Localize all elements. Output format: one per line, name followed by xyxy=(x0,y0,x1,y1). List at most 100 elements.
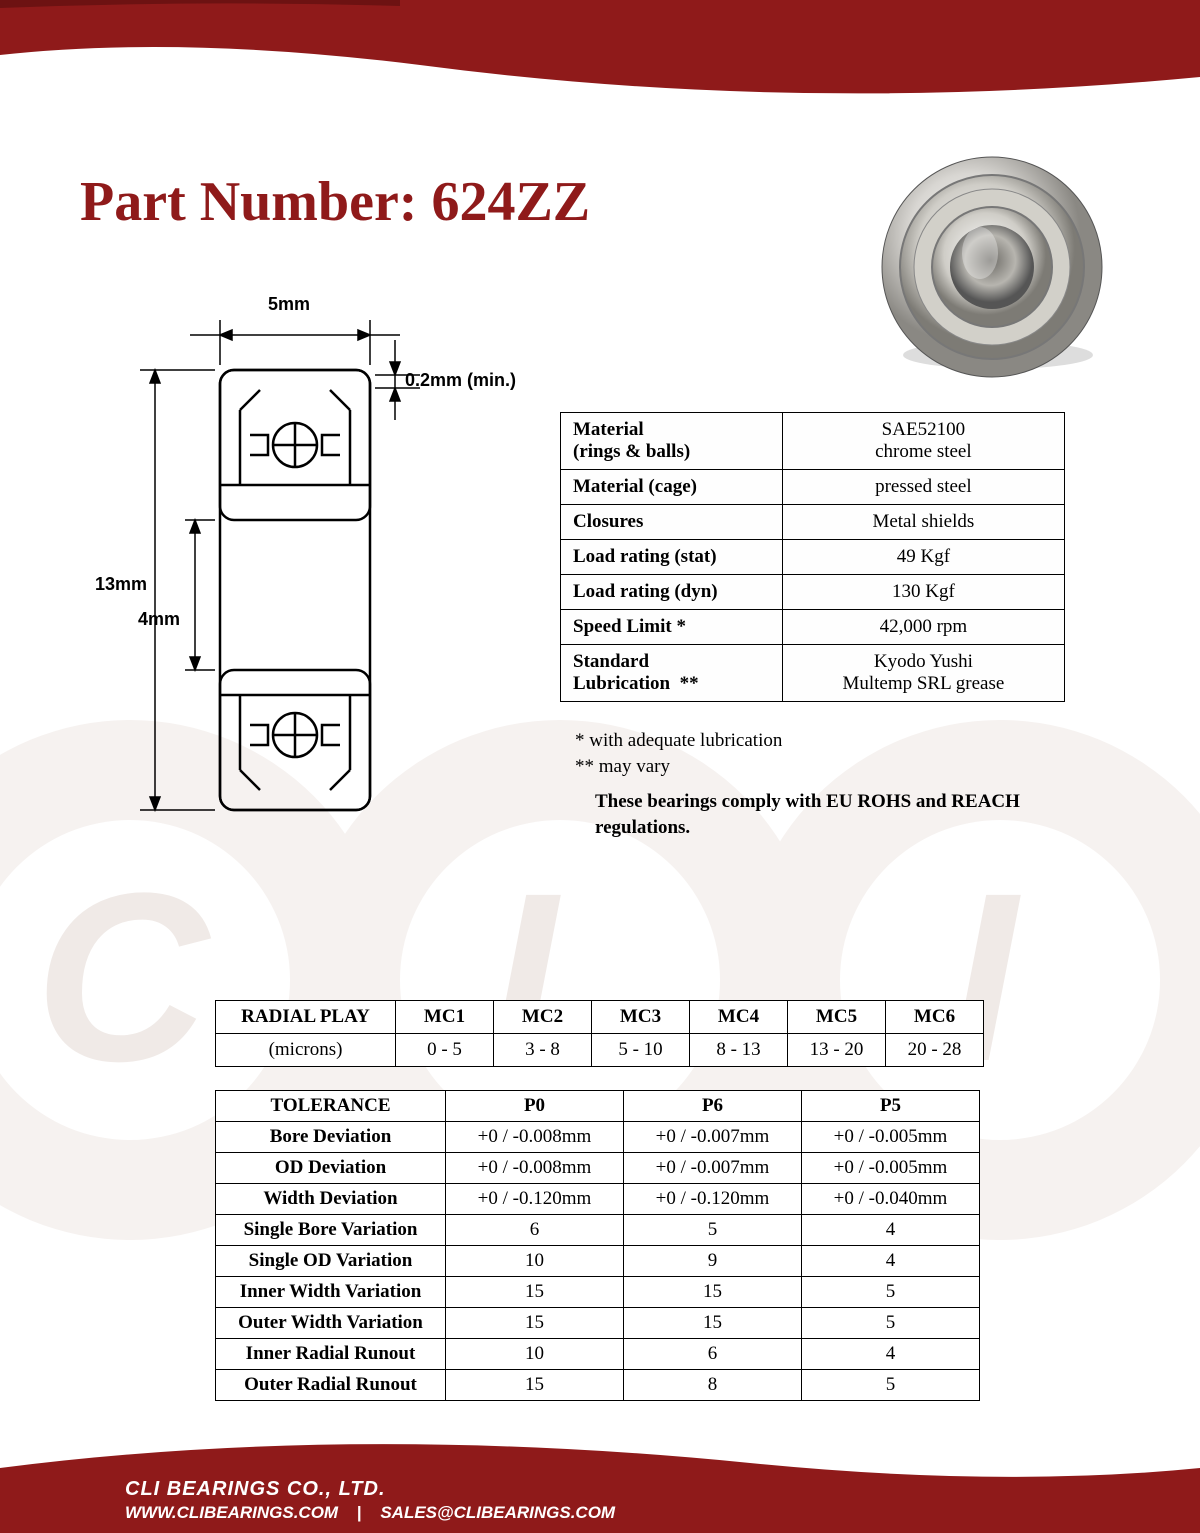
tol-row: Inner Radial Runout1064 xyxy=(216,1339,980,1370)
svg-text:L: L xyxy=(490,843,637,1111)
tol-cell: 4 xyxy=(802,1246,980,1277)
spec-label: Load rating (stat) xyxy=(561,540,783,575)
radial-cell: 3 - 8 xyxy=(494,1034,592,1067)
header-band xyxy=(0,0,1200,115)
spec-label: Load rating (dyn) xyxy=(561,575,783,610)
footer-email: SALES@CLIBEARINGS.COM xyxy=(380,1503,615,1522)
tol-cell: 4 xyxy=(802,1215,980,1246)
radial-cell: 20 - 28 xyxy=(886,1034,984,1067)
tol-header-cell: P6 xyxy=(624,1091,802,1122)
spec-label: Speed Limit * xyxy=(561,610,783,645)
spec-label: StandardLubrication ** xyxy=(561,645,783,702)
tol-row: Single Bore Variation654 xyxy=(216,1215,980,1246)
footer-text: CLI BEARINGS CO., LTD. WWW.CLIBEARINGS.C… xyxy=(125,1478,615,1523)
spec-row: Speed Limit *42,000 rpm xyxy=(561,610,1065,645)
spec-label: Closures xyxy=(561,505,783,540)
tol-cell: 9 xyxy=(624,1246,802,1277)
tol-cell: +0 / -0.007mm xyxy=(624,1153,802,1184)
svg-text:C: C xyxy=(35,843,212,1111)
tol-cell: 8 xyxy=(624,1370,802,1401)
tol-row-label: OD Deviation xyxy=(216,1153,446,1184)
tol-cell: 15 xyxy=(446,1308,624,1339)
radial-cell: 8 - 13 xyxy=(690,1034,788,1067)
tol-cell: 10 xyxy=(446,1339,624,1370)
tol-row: Inner Width Variation15155 xyxy=(216,1277,980,1308)
tol-row-label: Outer Width Variation xyxy=(216,1308,446,1339)
spec-value: Kyodo YushiMultemp SRL grease xyxy=(782,645,1064,702)
tol-cell: 5 xyxy=(802,1308,980,1339)
tol-cell: +0 / -0.120mm xyxy=(446,1184,624,1215)
radial-header-cell: MC6 xyxy=(886,1001,984,1034)
radial-row-label: (microns) xyxy=(216,1034,396,1067)
tol-cell: 15 xyxy=(624,1277,802,1308)
bearing-photo xyxy=(870,145,1115,390)
radial-header-cell: RADIAL PLAY xyxy=(216,1001,396,1034)
footer-company: CLI BEARINGS CO., LTD. xyxy=(125,1478,615,1501)
footer-web: WWW.CLIBEARINGS.COM xyxy=(125,1503,338,1522)
tol-cell: +0 / -0.120mm xyxy=(624,1184,802,1215)
spec-row: Material(rings & balls)SAE52100chrome st… xyxy=(561,413,1065,470)
technical-diagram: 5mm 0.2mm (min.) 13mm 4mm xyxy=(90,280,520,860)
tol-row: Single OD Variation1094 xyxy=(216,1246,980,1277)
page-title: Part Number: 624ZZ xyxy=(80,170,590,234)
spec-notes: * with adequate lubrication ** may vary … xyxy=(575,728,1065,841)
radial-header-cell: MC3 xyxy=(592,1001,690,1034)
spec-value: pressed steel xyxy=(782,470,1064,505)
note-vary: ** may vary xyxy=(575,754,1065,780)
spec-row: Load rating (stat)49 Kgf xyxy=(561,540,1065,575)
note-lubrication: * with adequate lubrication xyxy=(575,728,1065,754)
spec-row: ClosuresMetal shields xyxy=(561,505,1065,540)
tol-cell: +0 / -0.008mm xyxy=(446,1122,624,1153)
spec-label: Material (cage) xyxy=(561,470,783,505)
note-compliance: These bearings comply with EU ROHS and R… xyxy=(595,789,1065,840)
tolerance-table: TOLERANCEP0P6P5 Bore Deviation+0 / -0.00… xyxy=(215,1090,980,1401)
tol-row: OD Deviation+0 / -0.008mm+0 / -0.007mm+0… xyxy=(216,1153,980,1184)
tol-cell: 15 xyxy=(446,1277,624,1308)
tol-row: Outer Radial Runout1585 xyxy=(216,1370,980,1401)
tol-cell: 10 xyxy=(446,1246,624,1277)
tol-cell: +0 / -0.007mm xyxy=(624,1122,802,1153)
tol-row-label: Single OD Variation xyxy=(216,1246,446,1277)
spec-row: Load rating (dyn)130 Kgf xyxy=(561,575,1065,610)
tol-row: Bore Deviation+0 / -0.008mm+0 / -0.007mm… xyxy=(216,1122,980,1153)
tol-header-cell: TOLERANCE xyxy=(216,1091,446,1122)
tol-row: Outer Width Variation15155 xyxy=(216,1308,980,1339)
radial-play-table: RADIAL PLAYMC1MC2MC3MC4MC5MC6 (microns)0… xyxy=(215,1000,984,1067)
tol-cell: +0 / -0.008mm xyxy=(446,1153,624,1184)
radial-cell: 13 - 20 xyxy=(788,1034,886,1067)
radial-cell: 0 - 5 xyxy=(396,1034,494,1067)
tol-header-cell: P5 xyxy=(802,1091,980,1122)
tol-cell: +0 / -0.005mm xyxy=(802,1153,980,1184)
tol-cell: 5 xyxy=(802,1277,980,1308)
radial-cell: 5 - 10 xyxy=(592,1034,690,1067)
radial-header-cell: MC5 xyxy=(788,1001,886,1034)
spec-row: StandardLubrication **Kyodo YushiMultemp… xyxy=(561,645,1065,702)
tol-cell: 4 xyxy=(802,1339,980,1370)
tol-header-cell: P0 xyxy=(446,1091,624,1122)
tol-cell: 15 xyxy=(624,1308,802,1339)
spec-value: 130 Kgf xyxy=(782,575,1064,610)
spec-label: Material(rings & balls) xyxy=(561,413,783,470)
tol-row-label: Single Bore Variation xyxy=(216,1215,446,1246)
tol-cell: 5 xyxy=(624,1215,802,1246)
tol-row-label: Bore Deviation xyxy=(216,1122,446,1153)
svg-text:I: I xyxy=(950,843,1021,1111)
tol-row-label: Outer Radial Runout xyxy=(216,1370,446,1401)
footer-sep: | xyxy=(357,1503,362,1522)
spec-table: Material(rings & balls)SAE52100chrome st… xyxy=(560,412,1065,702)
radial-header-cell: MC2 xyxy=(494,1001,592,1034)
spec-value: Metal shields xyxy=(782,505,1064,540)
radial-header-cell: MC1 xyxy=(396,1001,494,1034)
tol-cell: 5 xyxy=(802,1370,980,1401)
tol-cell: +0 / -0.040mm xyxy=(802,1184,980,1215)
dim-bore: 4mm xyxy=(138,609,180,629)
tol-row: Width Deviation+0 / -0.120mm+0 / -0.120m… xyxy=(216,1184,980,1215)
spec-row: Material (cage)pressed steel xyxy=(561,470,1065,505)
tol-cell: 15 xyxy=(446,1370,624,1401)
spec-value: 42,000 rpm xyxy=(782,610,1064,645)
spec-value: 49 Kgf xyxy=(782,540,1064,575)
radial-header-cell: MC4 xyxy=(690,1001,788,1034)
dim-outer: 13mm xyxy=(95,574,147,594)
dim-width: 5mm xyxy=(268,294,310,314)
tol-row-label: Inner Radial Runout xyxy=(216,1339,446,1370)
